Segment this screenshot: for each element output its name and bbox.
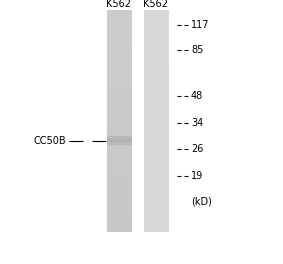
Text: 26: 26 (191, 144, 203, 154)
Text: 19: 19 (191, 171, 203, 181)
Text: CC50B: CC50B (33, 136, 66, 146)
Text: K562: K562 (106, 0, 131, 9)
Text: 117: 117 (191, 20, 209, 30)
Text: 85: 85 (191, 45, 203, 55)
Text: (kD): (kD) (191, 196, 212, 206)
Text: 48: 48 (191, 91, 203, 101)
Text: 34: 34 (191, 118, 203, 128)
Text: K562: K562 (143, 0, 168, 9)
